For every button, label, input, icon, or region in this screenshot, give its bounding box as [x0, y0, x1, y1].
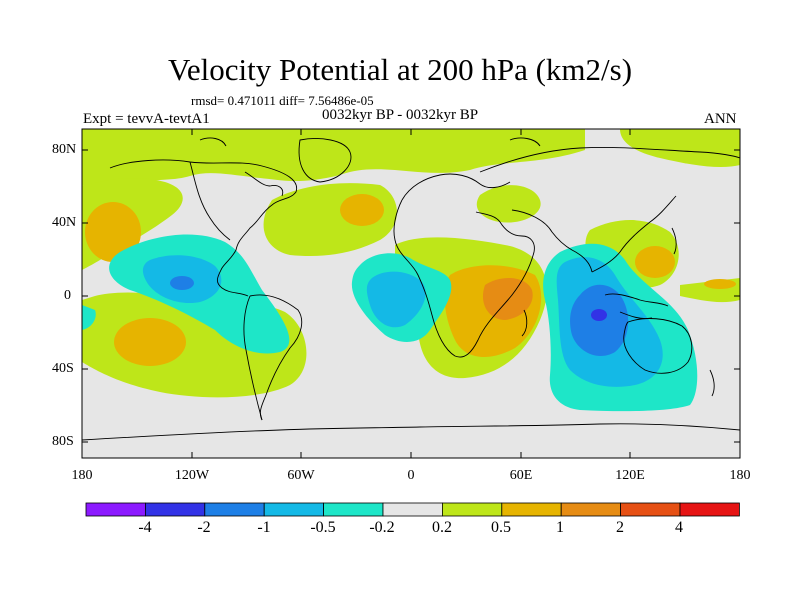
- colorbar-label: -0.2: [369, 519, 395, 536]
- x-tick-label: 180: [71, 468, 93, 483]
- colorbar-label: 4: [675, 519, 683, 536]
- colorbar-label: 0.5: [491, 519, 511, 536]
- colorbar-label: -2: [197, 519, 211, 536]
- season-label: ANN: [704, 111, 737, 127]
- period-label: 0032kyr BP - 0032kyr BP: [322, 107, 479, 123]
- colorbar-label: -1: [257, 519, 271, 536]
- colorbar-label: -0.5: [310, 519, 336, 536]
- y-tick-label: 0: [64, 288, 71, 303]
- negative-max-regions: [591, 309, 607, 321]
- positive-strong-regions: [482, 278, 533, 320]
- colorbar-label: 1: [556, 519, 564, 536]
- x-tick-label: 0: [407, 468, 415, 483]
- x-tick-label: 120W: [174, 468, 210, 483]
- colorbar-label: 2: [616, 519, 624, 536]
- map-title: Velocity Potential at 200 hPa (km2/s): [167, 52, 633, 87]
- experiment-label: Expt = tevvA-tevtA1: [83, 111, 210, 127]
- colorbar-label: -4: [138, 519, 152, 536]
- y-tick-label: 80N: [52, 142, 77, 157]
- stats-text: rmsd= 0.471011 diff= 7.56486e-05: [191, 93, 374, 108]
- x-tick-label: 120E: [615, 468, 645, 483]
- tick-marks: [82, 129, 740, 458]
- x-tick-label: 60W: [287, 468, 315, 483]
- y-tick-label: 40S: [52, 361, 74, 376]
- colorbar-label: 0.2: [432, 519, 452, 536]
- y-tick-label: 80S: [52, 434, 74, 449]
- y-tick-label: 40N: [52, 215, 77, 230]
- x-tick-label: 180: [729, 468, 751, 483]
- coastlines: [82, 137, 740, 441]
- x-tick-label: 60E: [509, 468, 533, 483]
- contour-field: [82, 129, 740, 458]
